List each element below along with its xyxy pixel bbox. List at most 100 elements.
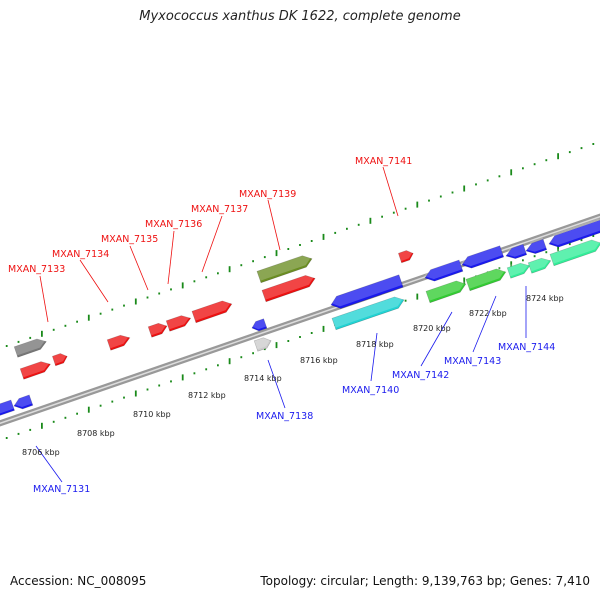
ruler-dot <box>52 420 55 423</box>
ruler-tick <box>557 153 559 160</box>
reverse-gene-arrow[interactable] <box>525 238 548 254</box>
ruler-dot <box>486 179 489 182</box>
reverse-gene-arrow[interactable] <box>330 274 404 309</box>
ruler-dot <box>17 340 20 343</box>
ruler-dot <box>522 259 524 262</box>
gene-label[interactable]: MXAN_7140 <box>342 385 399 396</box>
ruler-tick <box>275 342 278 349</box>
forward-gene-arrow[interactable] <box>106 334 131 351</box>
gene-label[interactable]: MXAN_7144 <box>498 342 555 353</box>
gene-label[interactable]: MXAN_7142 <box>392 370 449 381</box>
gene-label[interactable]: MXAN_7138 <box>256 411 313 422</box>
gene-arrow-olive[interactable] <box>256 255 313 284</box>
ruler-dot <box>310 240 313 242</box>
gene-arrow-cyan-highlight <box>331 294 404 328</box>
gene-arrow-gray[interactable] <box>13 338 47 358</box>
ruler-dot <box>240 264 243 267</box>
ruler-dot <box>64 416 67 419</box>
reverse-gene-arrow[interactable] <box>505 243 528 259</box>
ruler-tick <box>322 325 325 332</box>
reverse-gene-arrow-highlight <box>13 393 33 407</box>
ruler-tick <box>510 169 513 176</box>
reverse-gene-arrow[interactable] <box>461 245 505 269</box>
forward-gene-arrow-highlight <box>261 273 315 300</box>
ruler-tick <box>87 406 90 413</box>
forward-gene-arrow[interactable] <box>147 322 168 338</box>
gene-arrow-gray-highlight <box>13 337 46 356</box>
gene-label[interactable]: MXAN_7137 <box>191 204 248 215</box>
gene-label[interactable]: MXAN_7139 <box>239 189 296 200</box>
ruler-tick <box>41 330 43 337</box>
reverse-gene-arrow-highlight <box>424 258 463 280</box>
ruler-dot <box>170 288 172 291</box>
gene-arrow-aqua[interactable] <box>506 262 531 279</box>
gene-arrow-aqua-highlight <box>527 256 551 272</box>
ruler-tick <box>510 261 513 268</box>
reverse-gene-arrow[interactable] <box>548 219 600 248</box>
ruler-dot <box>240 356 243 359</box>
ruler-dot <box>533 255 536 258</box>
genome-summary-text: Topology: circular; Length: 9,139,763 bp… <box>260 574 590 588</box>
ruler-dot <box>299 336 301 338</box>
gene-arrow-silver[interactable] <box>253 337 272 352</box>
gene-label[interactable]: MXAN_7136 <box>145 219 202 230</box>
reverse-gene-arrow[interactable] <box>251 318 268 332</box>
forward-gene-arrow[interactable] <box>261 275 316 303</box>
ruler-dot <box>299 244 301 246</box>
reverse-gene-arrow-highlight <box>330 272 403 307</box>
ruler-dot <box>357 223 360 226</box>
accession-text: Accession: NC_008095 <box>10 574 147 588</box>
kbp-label: 8722 kbp <box>469 309 507 318</box>
ruler-dot <box>29 336 32 339</box>
ruler-dot <box>193 280 196 283</box>
ruler-dot <box>592 143 595 145</box>
ruler-tick <box>228 358 231 365</box>
ruler-dot <box>475 183 477 186</box>
forward-gene-arrow[interactable] <box>19 361 51 380</box>
ruler-dot <box>99 404 102 407</box>
gene-label[interactable]: MXAN_7134 <box>52 249 109 260</box>
gene-arrow-green[interactable] <box>425 280 467 304</box>
ruler-dot <box>381 215 383 218</box>
forward-gene-arrow[interactable] <box>52 353 68 367</box>
kbp-scale-labels: 8706 kbp 8708 kbp 8710 kbp 8712 kbp 8714… <box>22 294 564 457</box>
gene-arrow-aqua[interactable] <box>549 239 600 267</box>
gene-arrow-green[interactable] <box>465 268 507 292</box>
gene-arrow-aqua[interactable] <box>527 257 552 274</box>
gene-label[interactable]: MXAN_7131 <box>33 484 90 495</box>
reverse-gene-arrow[interactable] <box>13 394 34 410</box>
forward-gene-labels: MXAN_7133 MXAN_7134 MXAN_7135 MXAN_7136 … <box>8 156 412 323</box>
gene-label[interactable]: MXAN_7133 <box>8 264 65 275</box>
gene-arrow-aqua-highlight <box>506 261 530 277</box>
ruler-dot <box>392 211 395 214</box>
gene-label[interactable]: MXAN_7141 <box>355 156 412 167</box>
ruler-dot <box>170 380 172 383</box>
ruler-tick <box>416 201 419 208</box>
ruler-dot <box>580 147 583 150</box>
ruler-tick <box>557 245 559 252</box>
ruler-dot <box>592 235 595 237</box>
ruler-dot <box>158 384 161 387</box>
forward-gene-arrow[interactable] <box>398 250 414 264</box>
reverse-gene-arrow[interactable] <box>0 399 15 416</box>
gene-label[interactable]: MXAN_7135 <box>101 234 158 245</box>
gene-arrow-cyan[interactable] <box>331 296 405 331</box>
gene-arrow-olive-highlight <box>256 253 312 281</box>
ruler-dot <box>5 345 8 347</box>
gene-label[interactable]: MXAN_7143 <box>444 356 501 367</box>
ruler-dot <box>76 320 78 323</box>
ruler-dot <box>404 207 407 210</box>
ruler-dot <box>17 432 20 435</box>
forward-gene-arrow[interactable] <box>191 300 233 324</box>
ruler-tick <box>463 185 466 192</box>
ruler-tick <box>369 217 372 224</box>
ruler-dot <box>123 396 125 399</box>
ruler-dot <box>76 412 78 415</box>
forward-gene-arrow[interactable] <box>165 315 192 332</box>
dna-backbone <box>0 213 600 427</box>
ruler-dot <box>5 437 8 439</box>
reverse-gene-arrow[interactable] <box>424 259 464 282</box>
ruler-dot <box>545 251 548 254</box>
kbp-label: 8720 kbp <box>413 324 451 333</box>
